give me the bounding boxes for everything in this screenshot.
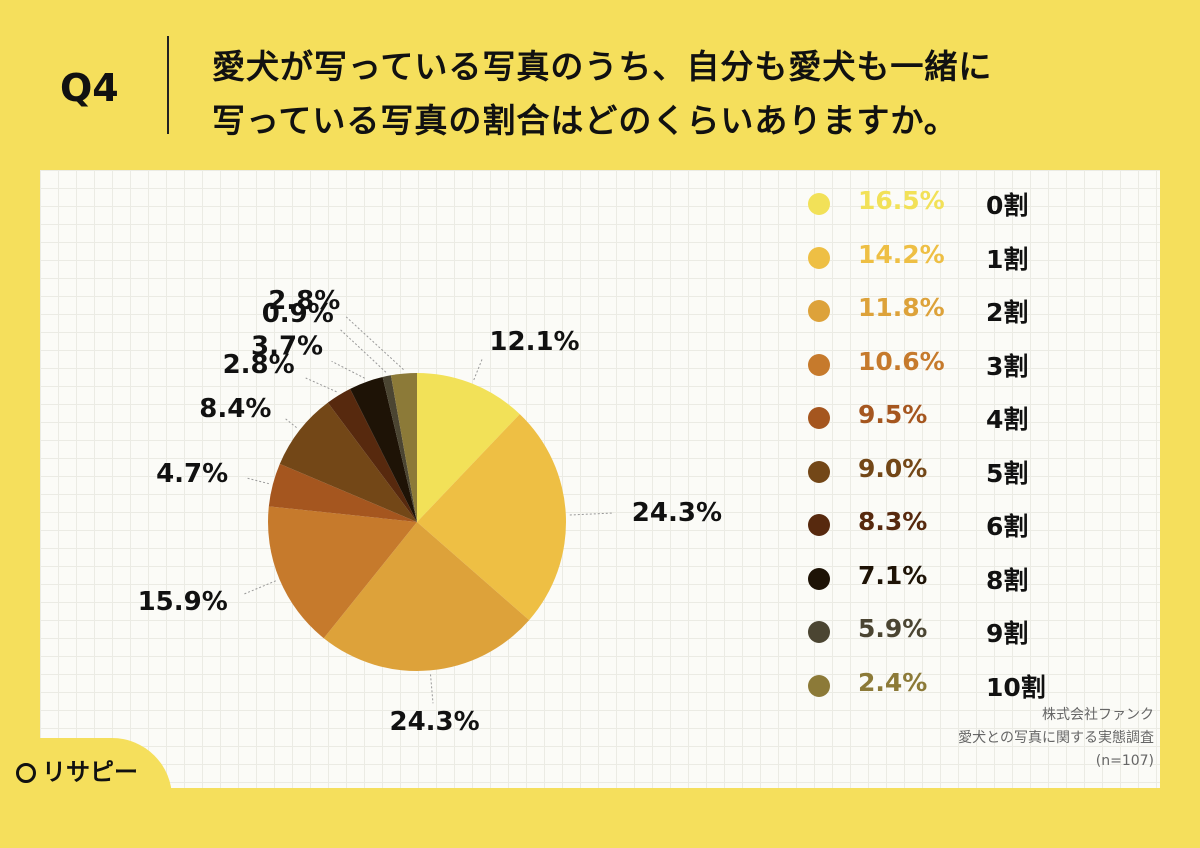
leader-line-4割 [245, 477, 270, 485]
legend-label: 8割 [986, 565, 1029, 595]
pie-slice-10割 [390, 373, 417, 522]
legend-value: 8.3% [858, 507, 928, 536]
data-label-5割: 8.4% [199, 394, 271, 424]
legend-item: 8.3% 6割 [800, 501, 1100, 555]
header: Q4 愛犬が写っている写真のうち、自分も愛犬も一緒に 写っている写真の割合はどの… [0, 0, 1200, 170]
source-survey: 愛犬との写真に関する実態調査 [958, 730, 1154, 746]
legend-label: 1割 [986, 244, 1029, 274]
legend-swatch [808, 353, 830, 376]
legend-value: 10.6% [858, 346, 945, 376]
legend-swatch [808, 407, 830, 429]
legend-swatch [808, 621, 830, 643]
source-company: 株式会社ファンク [1042, 707, 1154, 723]
legend-value: 11.8% [858, 293, 945, 322]
pie-chart: 12.1%24.3%24.3%15.9%4.7%8.4%2.8%3.7%0.9%… [138, 286, 722, 737]
data-label-9割: 0.9% [262, 299, 334, 329]
pie-slice-4割 [268, 463, 417, 522]
legend-swatch [808, 674, 830, 697]
legend-value: 14.2% [858, 239, 945, 269]
leader-line-2割 [430, 674, 434, 704]
question-title: 愛犬が写っている写真のうち、自分も愛犬も一緒に 写っている写真の割合はどのくらい… [212, 40, 1112, 148]
data-label-3割: 15.9% [138, 587, 228, 617]
legend-item: 2.4% 10割 [800, 662, 1100, 716]
leader-line-9割 [340, 329, 387, 373]
legend-label: 10割 [986, 672, 1046, 702]
legend-item: 7.1% 8割 [800, 555, 1100, 609]
leader-line-10割 [345, 316, 404, 370]
leader-line-3割 [244, 580, 276, 595]
pie-slice-5割 [279, 402, 417, 522]
legend-swatch [808, 193, 830, 215]
legend-item: 5.9% 9割 [800, 608, 1100, 662]
legend-label: 3割 [986, 351, 1029, 381]
data-label-6割: 2.8% [223, 350, 295, 380]
legend: 16.5% 0割 14.2% 1割 11.8% 2割 10.6% 3割 9.5% 4割 9.0% 5割… [800, 180, 1100, 715]
pie-slice-9割 [382, 375, 417, 522]
pin-icon [16, 763, 36, 783]
leader-line-6割 [305, 377, 337, 393]
legend-value: 2.4% [858, 667, 928, 697]
legend-swatch [808, 460, 830, 483]
legend-value: 16.5% [858, 186, 945, 215]
data-label-8割: 3.7% [251, 331, 323, 361]
leader-line-1割 [569, 512, 614, 516]
data-label-4割: 4.7% [156, 459, 228, 489]
leader-line-8割 [331, 360, 365, 379]
question-number: Q4 [60, 66, 119, 110]
legend-label: 2割 [986, 298, 1029, 327]
data-label-1割: 24.3% [632, 498, 722, 528]
legend-value: 9.5% [858, 400, 928, 429]
pie-slice-0割 [417, 372, 520, 522]
legend-item: 9.0% 5割 [800, 448, 1100, 502]
legend-value: 7.1% [858, 560, 928, 590]
pie-slice-1割 [417, 414, 567, 621]
header-divider [167, 36, 169, 134]
legend-label: 6割 [986, 512, 1029, 541]
data-label-2割: 24.3% [389, 707, 479, 737]
pie-slice-3割 [268, 506, 417, 639]
brand-logo: リサピー [16, 752, 138, 787]
legend-item: 11.8% 2割 [800, 287, 1100, 341]
legend-swatch [808, 300, 830, 322]
legend-label: 0割 [986, 191, 1029, 220]
legend-label: 9割 [986, 619, 1029, 648]
question-title-line2: 写っている写真の割合はどのくらいありますか。 [212, 101, 958, 140]
brand-logo-text: リサピー [42, 758, 138, 786]
leader-line-5割 [285, 418, 297, 428]
legend-swatch [808, 514, 830, 536]
data-label-10割: 2.8% [268, 286, 340, 316]
pie-slice-6割 [327, 388, 417, 522]
legend-swatch [808, 567, 830, 590]
legend-item: 10.6% 3割 [800, 341, 1100, 395]
pie-slice-8割 [350, 377, 417, 522]
source-note: 株式会社ファンク 愛犬との写真に関する実態調査 (n=107) [958, 704, 1154, 773]
question-title-line1: 愛犬が写っている写真のうち、自分も愛犬も一緒に [212, 47, 993, 86]
source-sample-size: (n=107) [1095, 753, 1154, 769]
legend-item: 9.5% 4割 [800, 394, 1100, 448]
leader-line-0割 [473, 357, 484, 381]
pie-slice-2割 [323, 522, 530, 672]
chart-panel [40, 170, 1160, 788]
legend-value: 9.0% [858, 453, 928, 483]
legend-value: 5.9% [858, 614, 928, 643]
legend-label: 5割 [986, 458, 1029, 488]
data-label-0割: 12.1% [489, 327, 579, 357]
legend-item: 16.5% 0割 [800, 180, 1100, 234]
legend-label: 4割 [986, 405, 1029, 434]
legend-swatch [808, 246, 830, 269]
legend-item: 14.2% 1割 [800, 234, 1100, 288]
